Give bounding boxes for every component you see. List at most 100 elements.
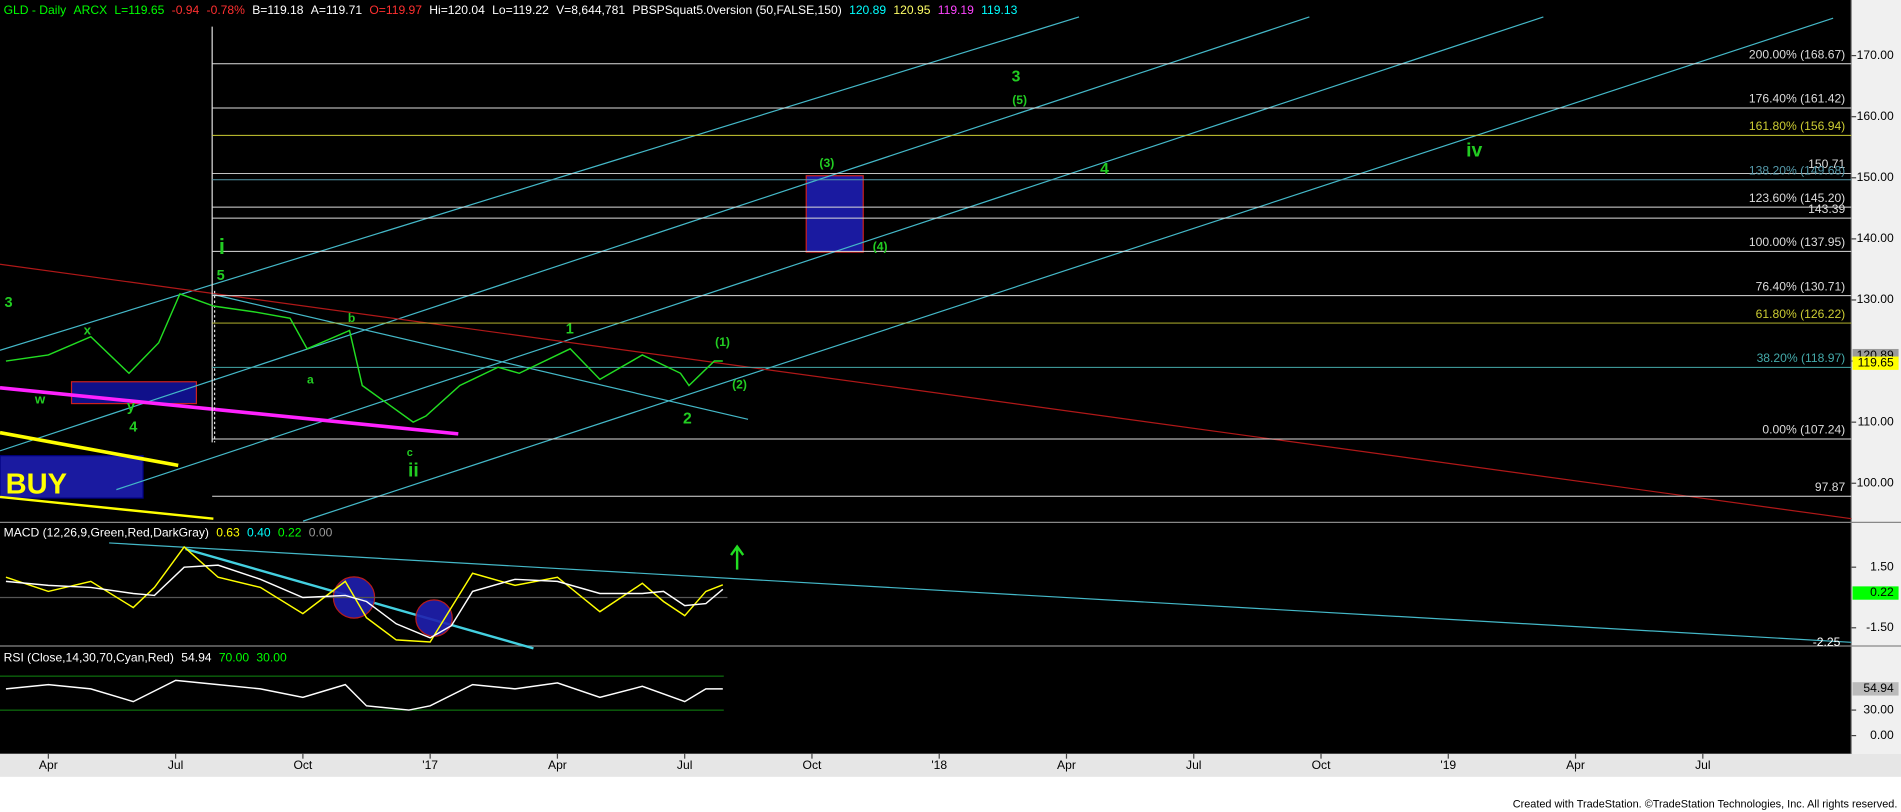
y-tick-label: -1.50 (1866, 620, 1894, 634)
fib-level-label: 123.60% (145.20) (1749, 191, 1845, 205)
header-text: A=119.71 (311, 3, 363, 17)
macd-marker (415, 599, 453, 637)
fib-level-label: 143.39 (1808, 202, 1845, 216)
header-text: 54.94 (181, 650, 212, 664)
footer: Created with TradeStation. ©TradeStation… (1513, 799, 1898, 811)
x-tick-label: '18 (931, 758, 947, 772)
channel-line (302, 17, 1834, 522)
wave-label: c (407, 447, 413, 459)
up-arrow (730, 544, 745, 570)
x-tick-label: Jul (1695, 758, 1710, 772)
header-text: O=119.97 (369, 3, 422, 17)
header-text: 119.19 (938, 3, 974, 17)
fib-level-label: 161.80% (156.94) (1749, 119, 1845, 133)
header-text: 120.89 (849, 3, 886, 17)
last-value-box (1852, 682, 1899, 696)
wave-label: i (219, 234, 225, 259)
last-value-label: 54.94 (1863, 681, 1894, 695)
target-box (805, 175, 864, 253)
fib-level-label: 150.71 (1808, 157, 1845, 171)
y-tick-label: 110.00 (1858, 414, 1894, 428)
header-text: -0.94 (172, 3, 200, 17)
series-line (5, 679, 723, 711)
x-tick-label: Jul (168, 758, 183, 772)
header-text: 119.13 (981, 3, 1017, 17)
x-tick-label: Oct (803, 758, 822, 772)
fib-level-label: 38.20% (118.97) (1757, 351, 1846, 365)
x-tick-label: Apr (548, 758, 567, 772)
wave-label: iv (1466, 140, 1482, 162)
last-value-label: 0.22 (1870, 585, 1894, 599)
wave-label: (2) (732, 378, 747, 392)
header-text: MACD (12,26,9,Green,Red,DarkGray) (4, 525, 209, 539)
fib-level-label: 97.87 (1815, 480, 1846, 494)
x-tick-label: '19 (1440, 758, 1456, 772)
y-tick-label: 160.00 (1857, 109, 1894, 123)
channel-line (0, 16, 1310, 452)
y-tick-label: 170.00 (1857, 48, 1894, 62)
fib-level-label: 0.00% (107.24) (1762, 423, 1845, 437)
time-axis-background (0, 753, 1901, 777)
x-tick-label: Jul (677, 758, 692, 772)
header-text: 0.22 (278, 525, 302, 539)
wave-label: 4 (1100, 161, 1109, 178)
last-value-box (1852, 356, 1899, 370)
fib-level-label: 76.40% (130.71) (1756, 279, 1846, 293)
x-tick-label: Oct (1312, 758, 1331, 772)
wave-label: (1) (715, 335, 730, 349)
last-value-box (1852, 586, 1899, 600)
fib-level-label: 200.00% (168.67) (1749, 47, 1845, 61)
y-tick-label: 140.00 (1857, 231, 1894, 245)
header-text: -0.78% (207, 3, 246, 17)
wave-label: b (348, 311, 355, 325)
wave-label: BUY (6, 469, 67, 501)
wave-label: 2 (683, 410, 692, 427)
header-text: B=119.18 (252, 3, 304, 17)
header-text: 120.95 (893, 3, 930, 17)
y-tick-label: 1.50 (1870, 559, 1894, 573)
header-text: Hi=120.04 (429, 3, 485, 17)
wave-label: a (307, 373, 314, 387)
header-text: PBSPSquat5.0version (50,FALSE,150) (632, 3, 841, 17)
buy-box (0, 455, 144, 499)
trend-line (0, 430, 179, 468)
header-text: GLD - Daily (4, 3, 68, 17)
wave-label: w (34, 391, 46, 406)
y-tick-label: 150.00 (1857, 170, 1894, 184)
fib-level-label: 61.80% (126.22) (1756, 307, 1846, 321)
y-tick-label: 30.00 (1863, 702, 1894, 716)
channel-line (116, 16, 1544, 491)
wave-label: 3 (1012, 69, 1021, 86)
header-text: 70.00 (219, 650, 250, 664)
channel-line (213, 293, 749, 420)
wave-label: (4) (873, 239, 888, 253)
x-tick-label: Apr (1057, 758, 1076, 772)
trend-label: -2.25 (1813, 635, 1841, 649)
wave-label: 5 (217, 268, 225, 284)
header-text: 0.40 (247, 525, 271, 539)
fib-level-label: 100.00% (137.95) (1749, 235, 1845, 249)
macd-trend-line (109, 542, 1852, 643)
x-tick-label: Apr (39, 758, 58, 772)
wave-label: 4 (129, 420, 137, 436)
x-tick-label: Oct (293, 758, 312, 772)
header-text: L=119.65 (114, 3, 164, 17)
wave-label: x (84, 322, 92, 337)
header-text: 0.63 (216, 525, 240, 539)
fib-level-label: 138.20% (149.68) (1749, 163, 1845, 177)
header-text: V=8,644,781 (556, 3, 625, 17)
header-text: ARCX (74, 3, 108, 17)
wave-label: (5) (1012, 93, 1027, 107)
header-text: 0.00 (309, 525, 333, 539)
trend-line (0, 263, 1852, 520)
series-line (5, 564, 724, 639)
y-tick-label: 100.00 (1857, 475, 1894, 489)
series-line (5, 292, 723, 423)
header-text: 30.00 (256, 650, 287, 664)
header-text: Lo=119.22 (492, 3, 549, 17)
wave-label: 3 (4, 295, 12, 311)
x-tick-label: '17 (422, 758, 438, 772)
